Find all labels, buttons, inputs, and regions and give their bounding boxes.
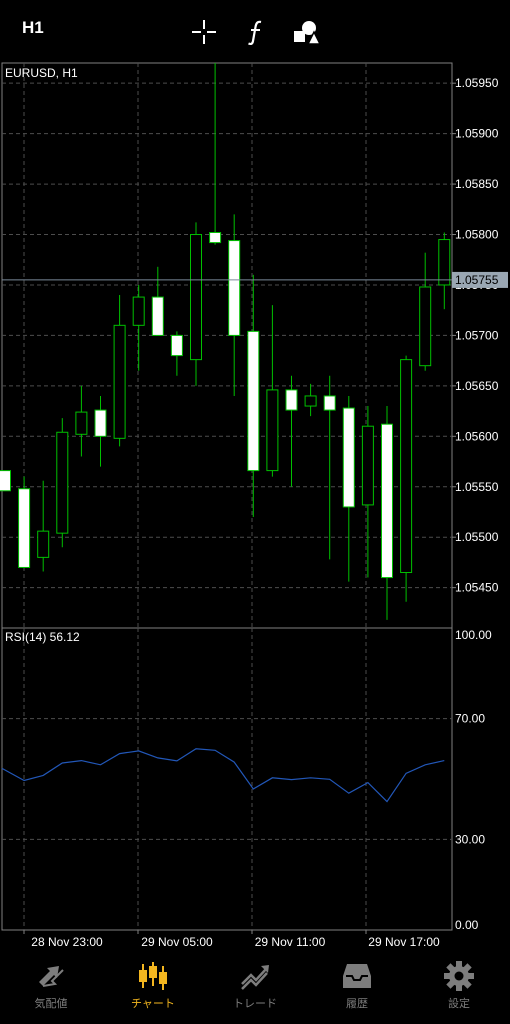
objects-icon[interactable] [290, 16, 322, 48]
time-tick-label: 29 Nov 17:00 [368, 935, 440, 949]
rsi-panel-frame [1, 627, 453, 931]
candle-body [228, 240, 241, 336]
candle-body [304, 395, 317, 407]
bottom-navigation: 気配値 チャート トレード 履歴 [0, 955, 510, 1024]
candle-body [151, 296, 164, 336]
price-tick-label: 1.05500 [455, 530, 499, 544]
nav-history[interactable]: 履歴 [306, 955, 408, 1024]
price-tick-label: 1.05700 [455, 328, 499, 342]
candle-body [419, 286, 432, 367]
candle-body [170, 334, 183, 357]
price-tick-label: 1.05900 [455, 127, 499, 141]
time-tick-label: 28 Nov 23:00 [31, 935, 103, 949]
top-toolbar: H1 [0, 0, 510, 62]
candle-body [56, 431, 69, 534]
nav-label: チャート [131, 998, 175, 1010]
price-chart-title: EURUSD, H1 [5, 66, 78, 80]
candle-body [113, 324, 126, 439]
candle-body [209, 232, 222, 244]
nav-label: 気配値 [34, 998, 68, 1010]
rsi-line [1, 748, 445, 803]
function-icon[interactable] [240, 16, 272, 48]
price-tick-label: 1.05450 [455, 581, 499, 595]
candle-body [342, 407, 355, 508]
price-tick-label: 1.05950 [455, 76, 499, 90]
candle-body [400, 359, 413, 574]
rsi-tick-label: 100.00 [455, 628, 492, 642]
rsi-tick-label: 30.00 [455, 832, 485, 846]
candle-body [285, 389, 298, 411]
nav-chart[interactable]: チャート [102, 955, 204, 1024]
candle-body [18, 488, 31, 568]
price-tick-label: 1.05800 [455, 228, 499, 242]
nav-settings[interactable]: 設定 [408, 955, 510, 1024]
candle-body [266, 389, 279, 472]
nav-quotes[interactable]: 気配値 [0, 955, 102, 1024]
candle-body [94, 409, 107, 437]
rsi-tick-label: 0.00 [455, 918, 479, 932]
candle-body [75, 411, 88, 435]
price-chart[interactable]: 1.059501.059001.058501.058001.057501.057… [0, 62, 510, 955]
candle-body [0, 470, 11, 492]
price-tick-label: 1.05850 [455, 177, 499, 191]
candle-body [438, 239, 451, 286]
nav-trade[interactable]: トレード [204, 955, 306, 1024]
candle-body [323, 395, 336, 411]
candle-body [361, 425, 374, 506]
candle-body [190, 234, 202, 361]
nav-label: トレード [233, 998, 277, 1010]
nav-label: 履歴 [346, 998, 368, 1010]
candle-body [247, 330, 260, 472]
time-tick-label: 29 Nov 05:00 [141, 935, 213, 949]
timeframe-button[interactable]: H1 [22, 18, 44, 37]
current-price-tag [452, 271, 508, 288]
current-price-label: 1.05755 [455, 273, 499, 287]
price-tick-label: 1.05600 [455, 429, 499, 443]
history-icon [343, 964, 371, 988]
gear-icon [444, 961, 474, 991]
price-tick-label: 1.05650 [455, 379, 499, 393]
crosshair-icon[interactable] [188, 16, 220, 48]
time-tick-label: 29 Nov 11:00 [255, 935, 326, 949]
trade-icon [241, 965, 269, 990]
candle-body [37, 530, 50, 558]
price-tick-label: 1.05550 [455, 480, 499, 494]
rsi-title: RSI(14) 56.12 [5, 630, 80, 644]
candle-body [381, 423, 393, 579]
nav-label: 設定 [448, 998, 470, 1010]
candlestick-icon [139, 962, 167, 990]
rsi-tick-label: 70.00 [455, 712, 485, 726]
candle-body [132, 296, 145, 326]
quotes-icon [39, 966, 64, 987]
